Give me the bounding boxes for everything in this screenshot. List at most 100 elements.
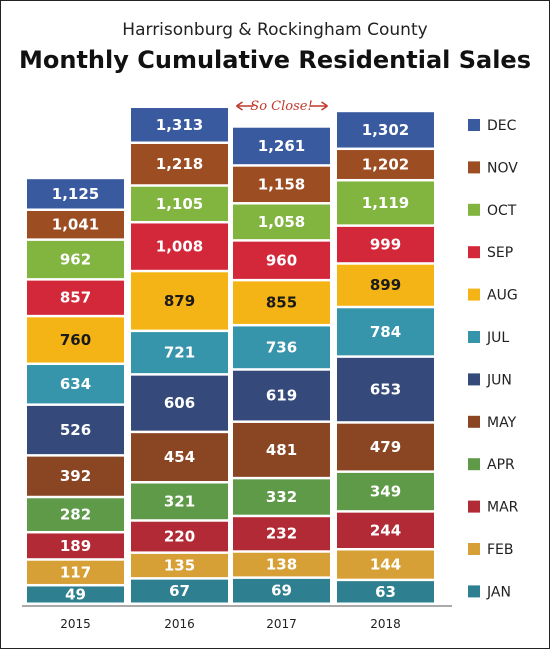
- legend-label-nov: NOV: [487, 160, 518, 176]
- bar-segment-2018-oct: [337, 181, 434, 225]
- legend-label-mar: MAR: [487, 500, 519, 516]
- data-label-2016-dec: 1,313: [156, 116, 203, 134]
- data-label-2018-sep: 999: [370, 236, 401, 254]
- data-label-2018-dec: 1,302: [362, 121, 409, 139]
- bar-segment-2018-may: [337, 423, 434, 471]
- bar-segment-2015-dec: [27, 179, 124, 209]
- data-label-2017-apr: 332: [266, 488, 297, 506]
- annotation-arrow-head-left: [236, 101, 243, 111]
- bar-segment-2018-jun: [337, 357, 434, 422]
- data-label-2016-apr: 321: [164, 492, 195, 510]
- data-label-2017-feb: 138: [266, 556, 297, 574]
- data-label-2018-mar: 244: [370, 521, 401, 539]
- bar-segment-2018-aug: [337, 264, 434, 306]
- legend-swatch-jul: [468, 331, 480, 343]
- data-label-2016-mar: 220: [164, 528, 195, 546]
- bar-segment-2017-nov: [233, 166, 330, 203]
- data-label-2017-dec: 1,261: [258, 137, 305, 155]
- data-label-2015-jan: 49: [65, 585, 86, 603]
- data-label-2016-may: 454: [164, 448, 195, 466]
- bar-segment-2015-jul: [27, 365, 124, 404]
- annotation-group: So Close!: [236, 97, 328, 114]
- bar-segment-2016-jun: [131, 375, 228, 431]
- bar-segment-2015-jan: [27, 586, 124, 603]
- legend-swatch-oct: [468, 203, 480, 216]
- legend-label-may: MAY: [487, 415, 517, 431]
- data-label-2016-feb: 135: [164, 557, 195, 575]
- bar-segment-2018-mar: [337, 512, 434, 548]
- bar-segment-2016-jul: [131, 332, 228, 374]
- bar-segment-2017-may: [233, 422, 330, 477]
- data-label-2017-nov: 1,158: [258, 175, 305, 193]
- bar-segment-2015-mar: [27, 533, 124, 559]
- bar-segment-2017-apr: [233, 479, 330, 515]
- bar-segment-2017-jan: [233, 578, 330, 603]
- data-label-2018-aug: 899: [370, 276, 401, 294]
- bar-segment-2016-dec: [131, 108, 228, 142]
- bar-segment-2015-oct: [27, 240, 124, 279]
- data-label-2015-apr: 282: [60, 506, 91, 524]
- data-label-2016-sep: 1,008: [156, 238, 203, 256]
- chart-title: Monthly Cumulative Residential Sales: [19, 46, 531, 74]
- data-label-2016-jul: 721: [164, 344, 195, 362]
- bar-segment-2015-feb: [27, 560, 124, 584]
- data-label-2016-jan: 67: [169, 582, 190, 600]
- legend-swatch-dec: [468, 119, 480, 131]
- data-label-2016-oct: 1,105: [156, 195, 203, 213]
- legend-label-jun: JUN: [486, 372, 512, 388]
- bar-segment-2017-dec: [233, 127, 330, 165]
- bar-segment-2017-feb: [233, 552, 330, 577]
- bar-segment-2015-aug: [27, 317, 124, 363]
- chart-subtitle: Harrisonburg & Rockingham County: [122, 20, 428, 40]
- data-label-2015-aug: 760: [60, 331, 91, 349]
- data-label-2018-nov: 1,202: [362, 156, 409, 174]
- data-label-2017-may: 481: [266, 441, 297, 459]
- data-label-2017-jun: 619: [266, 387, 297, 405]
- data-label-2017-jul: 736: [266, 338, 297, 356]
- bar-segment-2017-jun: [233, 370, 330, 421]
- bar-segment-2017-mar: [233, 517, 330, 551]
- legend-swatch-mar: [468, 500, 480, 513]
- legend-swatch-may: [468, 415, 480, 428]
- x-axis-labels: 2015 2016 2017 2018: [60, 617, 401, 631]
- bar-segment-2018-dec: [337, 112, 434, 148]
- legend-swatch-apr: [468, 458, 480, 471]
- data-label-2018-oct: 1,119: [362, 194, 409, 212]
- data-label-2016-nov: 1,218: [156, 155, 203, 173]
- data-label-2015-may: 392: [60, 467, 91, 485]
- data-label-2018-may: 479: [370, 438, 401, 456]
- data-label-2015-nov: 1,041: [52, 216, 99, 234]
- data-label-2015-jul: 634: [60, 375, 91, 393]
- bar-segment-2016-mar: [131, 521, 228, 552]
- bar-segment-2015-may: [27, 456, 124, 496]
- data-label-2018-apr: 349: [370, 483, 401, 501]
- data-label-2016-aug: 879: [164, 292, 195, 310]
- annotation-so-close: So Close!: [250, 99, 312, 114]
- legend-swatch-nov: [468, 161, 480, 174]
- data-label-2015-oct: 962: [60, 251, 91, 269]
- legend-swatch-jan: [468, 585, 480, 598]
- legend-label-feb: FEB: [487, 542, 514, 558]
- bar-segment-2015-apr: [27, 498, 124, 531]
- legend-swatch-sep: [468, 246, 480, 259]
- legend-swatch-aug: [468, 288, 480, 301]
- data-label-2015-dec: 1,125: [52, 185, 99, 203]
- bar-segment-2016-nov: [131, 143, 228, 185]
- bar-segment-2016-feb: [131, 553, 228, 578]
- legend-swatch-jun: [468, 373, 480, 386]
- data-label-2017-jan: 69: [271, 582, 292, 600]
- x-tick-label-2015: 2015: [60, 617, 91, 631]
- bar-segment-2017-jul: [233, 326, 330, 369]
- bar-segment-2015-sep: [27, 280, 124, 315]
- bar-segment-2016-apr: [131, 483, 228, 520]
- bar-segment-2018-feb: [337, 550, 434, 579]
- data-label-2018-jan: 63: [375, 583, 396, 601]
- bar-segment-2016-aug: [131, 272, 228, 330]
- bar-segment-2016-jan: [131, 579, 228, 603]
- data-label-2015-mar: 189: [60, 537, 91, 555]
- legend-label-oct: OCT: [487, 203, 517, 219]
- data-label-2015-feb: 117: [60, 563, 91, 581]
- legend-label-jan: JAN: [486, 584, 511, 600]
- legend-label-apr: APR: [487, 457, 515, 473]
